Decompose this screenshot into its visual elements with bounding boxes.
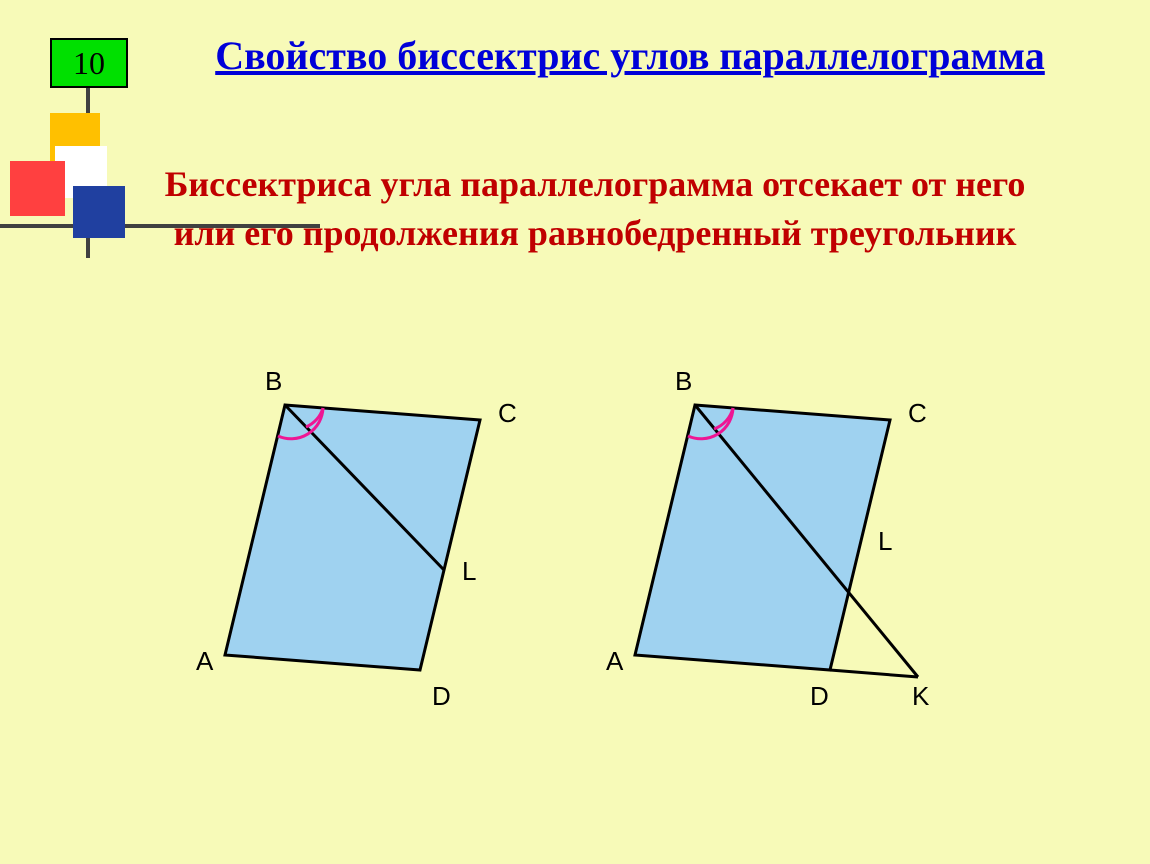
label-K-right: K <box>912 681 930 711</box>
slide-title: Свойство биссектрис углов параллелограмм… <box>200 30 1060 82</box>
slide-subtitle: Биссектриса угла параллелограмма отсекае… <box>130 160 1060 257</box>
label-C-right: C <box>908 398 927 428</box>
extension-line-right <box>830 670 918 677</box>
slide-number-badge: 10 <box>50 38 128 88</box>
label-D-left: D <box>432 681 451 711</box>
label-B-left: B <box>265 370 282 396</box>
diagram-right: B C L D K A <box>590 370 970 730</box>
label-L-left: L <box>462 556 476 586</box>
label-B-right: B <box>675 370 692 396</box>
diagram-left: B C L D A <box>180 370 540 730</box>
parallelogram-left <box>225 405 480 670</box>
label-A-left: A <box>196 646 214 676</box>
label-L-right: L <box>878 526 892 556</box>
label-C-left: C <box>498 398 517 428</box>
label-A-right: A <box>606 646 624 676</box>
label-D-right: D <box>810 681 829 711</box>
diagram-row: B C L D A B C L D K A <box>0 370 1150 730</box>
parallelogram-right <box>635 405 890 670</box>
